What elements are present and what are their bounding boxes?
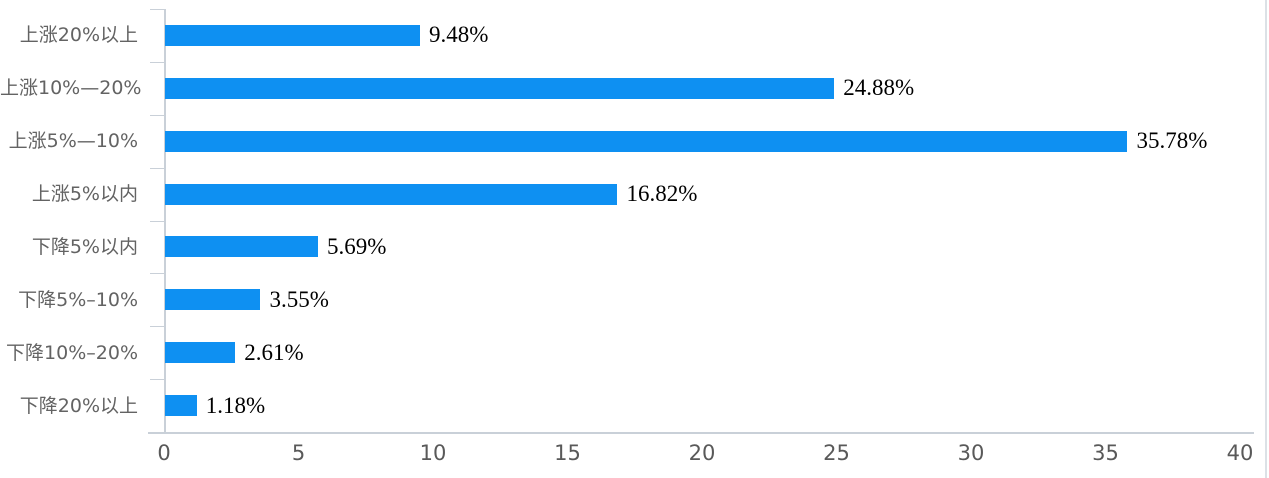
bar [165,77,835,99]
x-axis-tick-label: 5 [291,441,306,465]
category-label: 上涨20%以上 [19,24,138,47]
bar [165,24,420,46]
value-label: 2.61% [244,339,304,365]
x-axis-tick-label: 40 [1226,441,1254,465]
bar [165,395,197,417]
y-axis-tick [150,9,164,10]
category-label: 上涨10%—20% [0,77,142,100]
value-label: 24.88% [843,75,915,101]
bar [165,130,1128,152]
value-label: 16.82% [626,181,698,207]
bar [165,236,319,258]
y-axis-tick [150,167,164,169]
y-axis-line [164,9,166,432]
value-label: 9.48% [429,22,489,48]
x-axis-tick-label: 15 [554,441,581,465]
y-axis-tick [150,114,164,116]
value-label: 3.55% [269,286,329,312]
x-axis-line [148,432,1254,434]
category-label: 下降5%以内 [31,235,138,258]
y-axis-tick [150,220,164,222]
y-axis-tick [150,379,164,381]
category-label: 上涨5%—10% [8,130,138,153]
value-label: 35.78% [1136,128,1208,154]
value-label: 1.18% [205,392,266,418]
x-axis-tick-label: 25 [823,441,850,465]
x-axis-tick-label: 10 [419,441,447,465]
category-label: 下降10%–20% [6,341,138,364]
bar [165,183,618,205]
bar [165,289,261,311]
y-axis-tick [150,326,164,328]
y-axis-tick [150,273,164,275]
y-axis-tick [150,61,164,63]
category-label: 下降20%以上 [19,394,138,417]
x-axis-tick-label: 0 [157,441,171,465]
x-axis-tick-label: 30 [957,441,985,465]
category-label: 上涨5%以内 [31,183,138,206]
x-axis-tick-label: 35 [1092,441,1119,465]
value-label: 5.69% [327,233,387,259]
category-label: 下降5%–10% [18,288,138,311]
right-border [1265,0,1267,478]
bar [165,342,236,364]
x-axis-tick-label: 20 [688,441,716,465]
